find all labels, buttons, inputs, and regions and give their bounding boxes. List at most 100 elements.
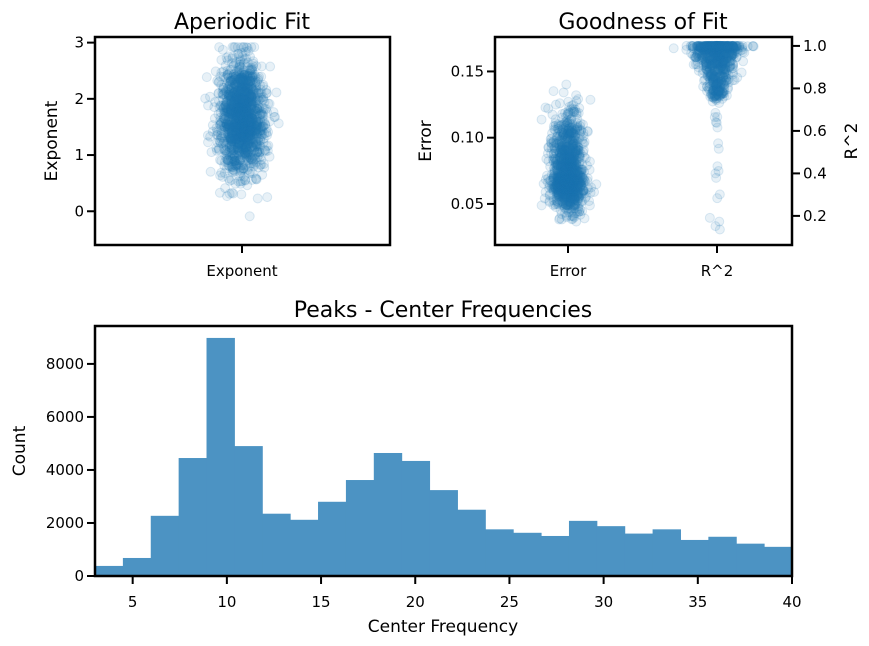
r2-point: [737, 40, 748, 51]
data-point: [241, 93, 252, 104]
data-point: [235, 73, 246, 84]
data-point: [236, 72, 247, 83]
data-point: [243, 71, 254, 82]
data-point: [231, 81, 242, 92]
data-point: [226, 118, 237, 129]
histogram-bar: [318, 501, 347, 576]
data-point: [242, 180, 253, 191]
data-point: [271, 87, 282, 98]
data-point: [243, 106, 254, 117]
histogram-bar: [290, 519, 319, 576]
error-point: [584, 200, 595, 211]
r2-point: [748, 41, 759, 52]
aperiodic-points: [200, 42, 284, 222]
data-point: [220, 107, 231, 118]
error-point: [554, 178, 565, 189]
data-point: [234, 103, 245, 114]
x-tick-label: 25: [500, 593, 519, 611]
data-point: [233, 81, 244, 92]
histogram-bar: [95, 565, 124, 576]
data-point: [223, 155, 234, 166]
data-point: [238, 128, 249, 139]
data-point: [216, 131, 227, 142]
data-point: [239, 108, 250, 119]
data-point: [254, 80, 265, 91]
data-point: [253, 104, 264, 115]
y-tick-label: 2: [74, 90, 84, 108]
data-point: [242, 110, 253, 121]
data-point: [257, 169, 268, 180]
data-point: [243, 73, 254, 84]
data-point: [245, 120, 256, 131]
data-point: [246, 75, 257, 86]
data-point: [211, 123, 222, 134]
data-point: [229, 87, 240, 98]
data-point: [242, 104, 253, 115]
data-point: [240, 82, 251, 93]
y-tick-label: 8000: [46, 355, 84, 373]
data-point: [217, 117, 228, 128]
data-point: [251, 124, 262, 135]
data-point: [240, 138, 251, 149]
data-point: [256, 71, 267, 82]
x-tick-label: 30: [594, 593, 613, 611]
frequency-xlabel: Center Frequency: [368, 617, 518, 637]
data-point: [241, 42, 252, 53]
goodness-axes-frame: [493, 35, 794, 247]
data-point: [244, 211, 255, 222]
error-point: [585, 94, 596, 105]
data-point: [222, 96, 233, 107]
data-point: [247, 84, 258, 95]
data-point: [224, 145, 235, 156]
error-point: [555, 161, 566, 172]
data-point: [216, 155, 227, 166]
data-point: [233, 89, 244, 100]
histogram-bar: [234, 446, 263, 576]
data-point: [224, 150, 235, 161]
data-point: [240, 128, 251, 139]
data-point: [247, 129, 258, 140]
data-point: [243, 89, 254, 100]
data-point: [222, 65, 233, 76]
data-point: [240, 107, 251, 118]
data-point: [242, 111, 253, 122]
data-point: [226, 94, 237, 105]
data-point: [231, 134, 242, 145]
error-point: [571, 90, 582, 101]
data-point: [242, 83, 253, 94]
data-point: [251, 140, 262, 151]
data-point: [258, 121, 269, 132]
data-point: [240, 100, 251, 111]
data-point: [223, 91, 234, 102]
data-point: [231, 118, 242, 129]
aperiodic-ylabel: Exponent: [42, 100, 62, 181]
data-point: [236, 137, 247, 148]
error-point: [571, 158, 582, 169]
data-point: [225, 133, 236, 144]
data-point: [236, 103, 247, 114]
data-point: [237, 114, 248, 125]
y-tick-label: 1: [74, 146, 84, 164]
data-point: [243, 113, 254, 124]
data-point: [245, 152, 256, 163]
data-point: [233, 71, 244, 82]
data-point: [235, 115, 246, 126]
data-point: [229, 111, 240, 122]
data-point: [240, 46, 251, 57]
data-point: [238, 101, 249, 112]
data-point: [223, 90, 234, 101]
data-point: [234, 80, 245, 91]
data-point: [247, 122, 258, 133]
data-point: [223, 104, 234, 115]
data-point: [243, 151, 254, 162]
data-point: [240, 110, 251, 121]
error-point: [577, 172, 588, 183]
data-point: [260, 120, 271, 131]
data-point: [243, 96, 254, 107]
data-point: [242, 123, 253, 134]
data-point: [249, 104, 260, 115]
data-point: [237, 109, 248, 120]
data-point: [247, 62, 258, 73]
data-point: [248, 108, 259, 119]
histogram-bar: [652, 529, 681, 576]
